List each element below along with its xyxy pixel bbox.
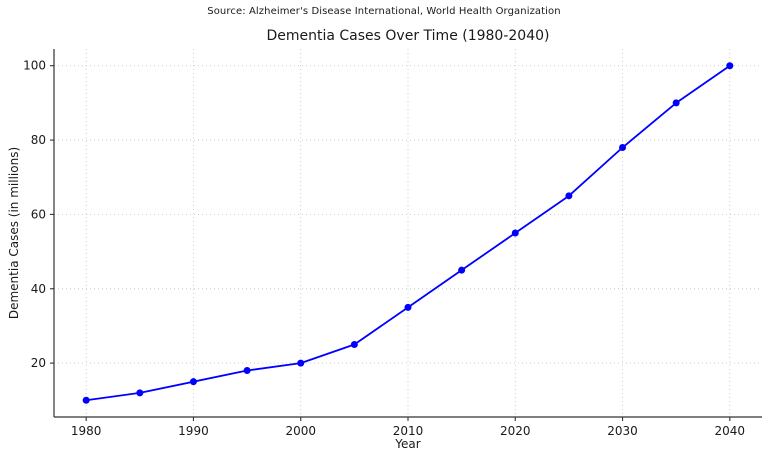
data-point xyxy=(297,359,305,367)
chart-title: Dementia Cases Over Time (1980-2040) xyxy=(266,28,550,44)
data-point xyxy=(565,192,573,200)
x-axis-label: Year xyxy=(395,437,421,451)
x-tick-label: 2020 xyxy=(500,424,531,438)
data-point xyxy=(136,389,144,397)
data-point xyxy=(243,367,251,375)
data-point xyxy=(511,229,519,237)
x-tick-label: 2010 xyxy=(393,424,424,438)
data-point xyxy=(350,341,358,349)
data-point xyxy=(82,396,90,404)
data-point xyxy=(619,144,627,152)
y-tick-label: 60 xyxy=(31,207,46,221)
data-point xyxy=(458,266,466,274)
y-tick-label: 80 xyxy=(31,133,46,147)
x-tick-label: 2030 xyxy=(607,424,638,438)
y-tick-label: 20 xyxy=(31,356,46,370)
y-tick-label: 100 xyxy=(23,59,46,73)
data-point xyxy=(726,62,734,70)
data-point xyxy=(672,99,680,107)
x-tick-label: 1980 xyxy=(71,424,102,438)
x-tick-label: 2000 xyxy=(285,424,316,438)
x-tick-label: 1990 xyxy=(178,424,209,438)
x-tick-label: 2040 xyxy=(715,424,746,438)
data-point xyxy=(189,378,197,386)
data-point xyxy=(404,303,412,311)
source-note: Source: Alzheimer's Disease Internationa… xyxy=(207,6,561,17)
y-tick-label: 40 xyxy=(31,282,46,296)
